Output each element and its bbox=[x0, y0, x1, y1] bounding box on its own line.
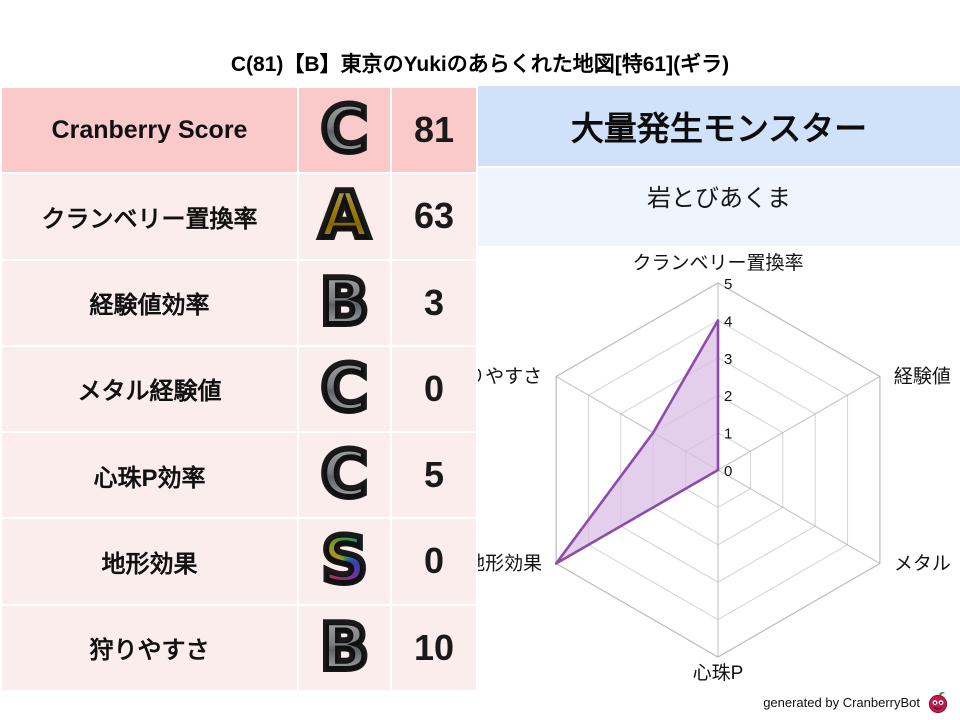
stat-label: 心珠P効率 bbox=[0, 431, 299, 520]
radar-axis-label: 経験値 bbox=[894, 366, 951, 388]
grade-cell: C bbox=[297, 431, 392, 520]
monster-heading: 大量発生モンスター bbox=[478, 86, 960, 166]
radar-axis-label: クランベリー置換率 bbox=[632, 252, 803, 274]
grade-badge-icon: C bbox=[318, 88, 371, 172]
grade-badge-icon: S bbox=[318, 519, 370, 603]
grade-cell: B bbox=[297, 258, 392, 347]
radar-rtick: 0 bbox=[724, 463, 732, 480]
stat-value: 10 bbox=[390, 603, 478, 692]
grade-cell: A bbox=[297, 172, 392, 261]
stat-label: Cranberry Score bbox=[0, 85, 299, 175]
radar-axis-label: メタル bbox=[894, 553, 951, 575]
radar-rtick: 4 bbox=[724, 313, 732, 330]
table-row: メタル経験値 C 0 bbox=[0, 344, 478, 434]
table-row: クランベリー置換率 A 63 bbox=[0, 172, 478, 261]
radar-rtick: 5 bbox=[724, 276, 732, 293]
stat-label: 経験値効率 bbox=[0, 258, 299, 347]
radar-rtick: 2 bbox=[724, 388, 732, 405]
grade-cell: S bbox=[297, 517, 392, 606]
stat-label: 狩りやすさ bbox=[0, 603, 299, 692]
table-row: 狩りやすさ B 10 bbox=[0, 603, 478, 692]
footer-credit: generated by CranberryBot bbox=[763, 690, 950, 714]
radar-axis-label: 地形効果 bbox=[478, 553, 542, 575]
stat-value: 0 bbox=[390, 517, 478, 606]
table-row: 地形効果 S 0 bbox=[0, 517, 478, 606]
stat-label: 地形効果 bbox=[0, 517, 299, 606]
grade-cell: B bbox=[297, 603, 392, 692]
grade-badge-icon: C bbox=[318, 347, 371, 431]
stat-table-body: Cranberry Score C 81 クランベリー置換率 A 63 経験値効… bbox=[0, 85, 478, 692]
page-title: C(81)【B】東京のYukiのあらくれた地図[特61](ギラ) bbox=[230, 53, 730, 76]
stat-value: 5 bbox=[390, 431, 478, 520]
grade-badge-icon: A bbox=[317, 174, 372, 258]
radar-series-polygon bbox=[554, 319, 720, 565]
radar-tick-labels: 0 1 2 3 4 5 bbox=[724, 276, 732, 480]
stat-label: メタル経験値 bbox=[0, 344, 299, 434]
grade-badge-icon: B bbox=[317, 261, 372, 345]
grade-badge-icon: C bbox=[318, 433, 371, 517]
stat-table: Cranberry Score C 81 クランベリー置換率 A 63 経験値効… bbox=[0, 85, 478, 692]
table-row: Cranberry Score C 81 bbox=[0, 85, 478, 175]
stat-value: 81 bbox=[390, 85, 478, 175]
radar-rtick: 1 bbox=[724, 426, 732, 443]
cranberry-mascot-icon bbox=[926, 690, 950, 714]
radar-rtick: 3 bbox=[724, 351, 732, 368]
monster-name: 岩とびあくま bbox=[478, 168, 960, 246]
table-row: 経験値効率 B 3 bbox=[0, 258, 478, 347]
table-row: 心珠P効率 C 5 bbox=[0, 431, 478, 520]
footer-text: generated by CranberryBot bbox=[763, 694, 920, 710]
radar-axis-label: 心珠P bbox=[693, 662, 744, 684]
grade-badge-icon: B bbox=[317, 606, 372, 690]
grade-cell: C bbox=[297, 344, 392, 434]
stat-label: クランベリー置換率 bbox=[0, 172, 299, 261]
radar-axis-label: 狩りやすさ bbox=[478, 366, 542, 388]
stat-value: 3 bbox=[390, 258, 478, 347]
grade-cell: C bbox=[297, 85, 392, 175]
stat-value: 63 bbox=[390, 172, 478, 261]
stat-value: 0 bbox=[390, 344, 478, 434]
